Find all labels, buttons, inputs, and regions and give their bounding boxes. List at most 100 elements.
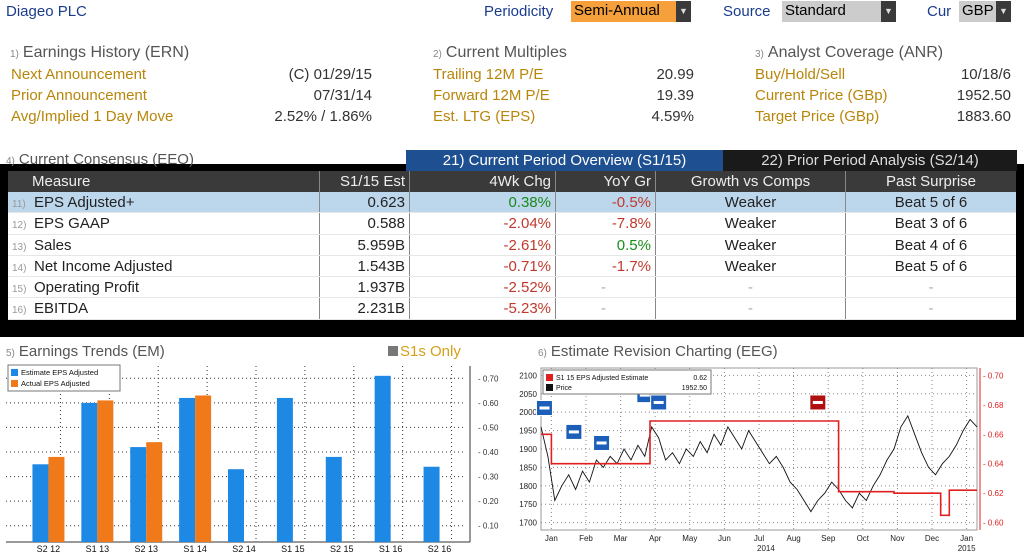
y-left-tick-label: 1900: [519, 445, 537, 454]
tab-prior-period[interactable]: 22) Prior Period Analysis (S2/14): [723, 150, 1017, 171]
periodicity-select[interactable]: Semi-Annual ▼: [571, 1, 691, 22]
y-left-tick-label: 1750: [519, 500, 537, 509]
measure-cell[interactable]: 16) EBITDA: [8, 298, 320, 319]
event-marker-icon: [593, 434, 611, 451]
table-row[interactable]: 11) EPS Adjusted+ 0.623 0.38% -0.5% Weaker Bea…: [8, 192, 1016, 214]
past-surprise-cell: Beat 3 of 6: [894, 215, 968, 233]
event-marker-glyph: [812, 400, 823, 404]
x-tick-label: Jun: [718, 534, 731, 543]
growth-vs-comps-cell: -: [656, 298, 846, 319]
x-year-label: 2015: [958, 544, 976, 553]
current-price-value: 1952.50: [956, 87, 1011, 104]
event-marker-icon: [650, 394, 668, 411]
legend-label: Price: [556, 385, 572, 392]
row-number: 12): [12, 220, 27, 232]
header-bar: Diageo PLC Periodicity Semi-Annual ▼ Sou…: [0, 0, 1024, 24]
chart-legend: S1 15 EPS Adjusted Estimate 0.62 Price 1952…: [542, 369, 712, 395]
measure-cell[interactable]: 11) EPS Adjusted+: [8, 192, 320, 213]
x-tick-label: Apr: [649, 534, 662, 543]
estimate-bar: [423, 466, 440, 542]
x-tick-label: Sep: [821, 534, 836, 543]
y-left-tick-label: 2000: [519, 408, 537, 417]
event-marker-glyph: [539, 406, 550, 410]
estimate-cell: 5.959B: [320, 234, 410, 255]
buy-hold-sell-value: 10/18/6: [960, 66, 1011, 83]
table-row[interactable]: 16) EBITDA 2.231B -5.23% - - -: [8, 298, 1016, 320]
table-row[interactable]: 15) Operating Profit 1.937B -2.52% - - -: [8, 277, 1016, 299]
chevron-down-icon[interactable]: ▼: [881, 1, 896, 22]
revision-header[interactable]: 6) Estimate Revision Charting (EEG): [538, 343, 778, 360]
x-tick-label: S1 13: [86, 544, 110, 554]
consensus-table: Measure S1/15 Est 4Wk Chg YoY Gr Growth …: [8, 171, 1016, 320]
y-left-tick-label: 1700: [519, 519, 537, 528]
estimate-cell: 0.588: [320, 213, 410, 234]
table-header: Measure S1/15 Est 4Wk Chg YoY Gr Growth …: [8, 171, 1016, 192]
column-header[interactable]: Past Surprise: [885, 173, 977, 190]
four-week-change-cell: -5.23%: [410, 298, 556, 319]
y-left-tick-label: 1950: [519, 427, 537, 436]
consensus-header[interactable]: 4) Current Consensus (EEO): [6, 151, 194, 168]
earnings-trends-header[interactable]: 5) Earnings Trends (EM): [6, 343, 165, 360]
checkbox-icon[interactable]: [388, 346, 398, 356]
s1s-only-toggle[interactable]: S1s Only: [388, 343, 461, 360]
y-left-tick-label: 2050: [519, 390, 537, 399]
currency-select[interactable]: GBP ▼: [959, 1, 1011, 22]
x-tick-label: Jan: [545, 534, 558, 543]
row-number: 16): [12, 305, 27, 317]
past-surprise-cell: -: [928, 300, 934, 318]
source-select[interactable]: Standard ▼: [782, 1, 896, 22]
x-tick-label: S1 15: [281, 544, 305, 554]
table-row[interactable]: 12) EPS GAAP 0.588 -2.04% -7.8% Weaker Beat 3 …: [8, 213, 1016, 235]
tab-current-period[interactable]: 21) Current Period Overview (S1/15): [406, 150, 723, 171]
earnings-history-header[interactable]: 1) Earnings History (ERN): [10, 44, 190, 61]
current-multiples-header[interactable]: 2) Current Multiples: [433, 44, 567, 61]
y-tick-label: - 0.70: [478, 374, 499, 383]
analyst-coverage-header[interactable]: 3) Analyst Coverage (ANR): [755, 44, 944, 61]
measure-cell[interactable]: 15) Operating Profit: [8, 277, 320, 298]
x-tick-label: Jan: [960, 534, 973, 543]
y-right-tick-label: - 0.60: [983, 519, 1004, 528]
currency-label: Cur: [927, 3, 952, 20]
ltg-value: 4.59%: [651, 108, 694, 125]
x-tick-label: Jul: [754, 534, 764, 543]
y-right-tick-label: - 0.62: [983, 489, 1004, 498]
estimate-bar: [130, 447, 147, 542]
column-header[interactable]: 4Wk Chg: [410, 171, 556, 192]
column-header[interactable]: S1/15 Est: [320, 171, 410, 192]
actual-bar: [195, 395, 212, 542]
legend-swatch: [11, 380, 18, 387]
event-marker-glyph: [639, 393, 650, 397]
x-tick-label: S2 12: [37, 544, 61, 554]
y-tick-label: - 0.20: [478, 497, 499, 506]
column-header[interactable]: Growth vs Comps: [656, 171, 846, 192]
table-row[interactable]: 14) Net Income Adjusted 1.543B -0.71% -1.7% W…: [8, 255, 1016, 278]
column-header[interactable]: Measure: [8, 171, 320, 192]
earnings-trends-chart[interactable]: - 0.10 - 0.20 - 0.30 - 0.40 - 0.50 - 0.60 - 0.…: [4, 362, 500, 554]
legend-label: Estimate EPS Adjusted: [21, 368, 98, 377]
yoy-growth-cell: 0.5%: [556, 234, 656, 255]
actual-bar: [97, 400, 114, 542]
estimate-bar: [374, 375, 391, 542]
price-line: [540, 414, 978, 513]
measure-cell[interactable]: 13) Sales: [8, 234, 320, 255]
estimate-bar: [228, 469, 244, 542]
chevron-down-icon[interactable]: ▼: [996, 1, 1011, 22]
day-move-value: 2.52% / 1.86%: [274, 108, 372, 125]
y-left-tick-label: 1850: [519, 463, 537, 472]
y-tick-label: - 0.30: [478, 473, 499, 482]
measure-cell[interactable]: 14) Net Income Adjusted: [8, 255, 320, 277]
column-header[interactable]: YoY Gr: [556, 171, 656, 192]
measure-cell[interactable]: 12) EPS GAAP: [8, 213, 320, 234]
legend-box: [542, 369, 712, 395]
source-label: Source: [723, 3, 771, 20]
ltg-label: Est. LTG (EPS): [433, 108, 536, 125]
legend-box: [7, 364, 121, 392]
estimate-revision-chart[interactable]: 1700 1750 1800 1850 1900 1950 2000 2050 2100 - 0.…: [507, 362, 1022, 554]
chevron-down-icon[interactable]: ▼: [676, 1, 691, 22]
measure-label: Net Income Adjusted: [34, 257, 173, 275]
event-marker-icon: [809, 394, 827, 411]
table-row[interactable]: 13) Sales 5.959B -2.61% 0.5% Weaker Beat 4 of …: [8, 234, 1016, 256]
prior-announcement-label: Prior Announcement: [11, 87, 147, 104]
four-week-change-cell: -0.71%: [410, 255, 556, 277]
four-week-change-cell: -2.52%: [410, 277, 556, 298]
